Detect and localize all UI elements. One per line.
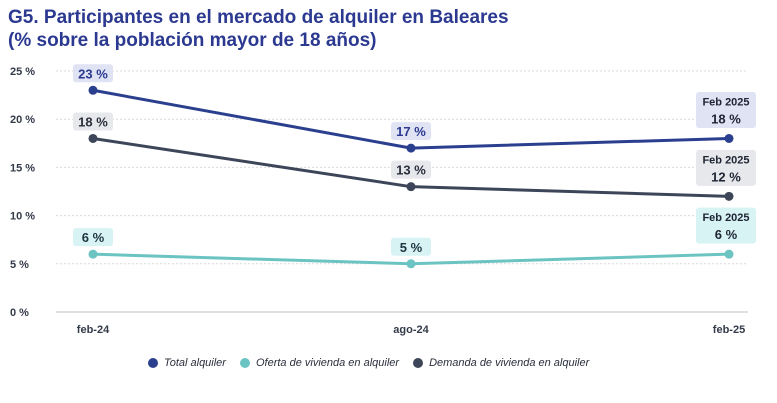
data-label: 6 %: [715, 227, 738, 242]
data-point-demanda: [724, 191, 734, 201]
legend-swatch-total: [148, 358, 158, 368]
data-label: 18 %: [711, 111, 741, 126]
legend-item-demanda: Demanda de vivienda en alquiler: [413, 357, 589, 369]
legend-label-demanda: Demanda de vivienda en alquiler: [429, 357, 590, 369]
data-label-header: Feb 2025: [702, 212, 749, 224]
data-label-bg: [391, 122, 431, 141]
legend-label-oferta: Oferta de vivienda en alquiler: [255, 357, 400, 369]
chart-legend: Total alquiler Oferta de vivienda en alq…: [148, 357, 589, 369]
data-label-bg: [696, 149, 756, 186]
y-tick-label: 10 %: [10, 211, 35, 223]
y-tick-label: 0 %: [10, 307, 29, 319]
chart-title-line2: (% sobre la población mayor de 18 años): [8, 30, 377, 51]
legend-label-total: Total alquiler: [164, 357, 226, 369]
data-point-demanda: [406, 182, 416, 192]
data-label-bg: [696, 207, 756, 244]
chart-title: G5. Participantes en el mercado de alqui…: [8, 6, 509, 52]
data-label-header: Feb 2025: [702, 154, 749, 166]
data-label-bg: [391, 160, 431, 179]
data-point-total: [724, 133, 734, 143]
data-point-total: [88, 85, 98, 95]
data-label: 13 %: [396, 163, 426, 178]
legend-item-total: Total alquiler: [148, 357, 226, 369]
y-tick-label: 15 %: [10, 162, 35, 174]
x-tick-label: ago-24: [393, 324, 429, 336]
data-label: 23 %: [78, 66, 108, 81]
legend-item-oferta: Oferta de vivienda en alquiler: [239, 357, 400, 369]
data-label-header: Feb 2025: [702, 96, 749, 108]
data-point-oferta: [88, 249, 98, 259]
data-label: 17 %: [396, 124, 426, 139]
data-label-bg: [73, 112, 113, 131]
data-label: 18 %: [78, 114, 108, 129]
data-label-bg: [73, 228, 113, 247]
data-label: 6 %: [82, 230, 105, 245]
data-point-total: [406, 143, 416, 153]
legend-swatch-demanda: [413, 358, 424, 368]
data-point-oferta: [406, 259, 416, 269]
chart-title-line1: G5. Participantes en el mercado de alqui…: [8, 7, 509, 28]
y-tick-label: 5 %: [10, 259, 29, 271]
x-tick-label: feb-25: [713, 324, 745, 336]
data-label-bg: [73, 64, 113, 83]
data-label-bg: [391, 237, 431, 256]
y-tick-label: 20 %: [10, 114, 35, 126]
data-point-oferta: [724, 249, 734, 259]
data-point-demanda: [88, 133, 98, 143]
data-label: 12 %: [711, 169, 741, 184]
data-label: 5 %: [400, 240, 423, 255]
data-label-bg: [696, 91, 756, 128]
x-tick-label: feb-24: [77, 324, 110, 336]
legend-swatch-oferta: [239, 358, 250, 368]
y-tick-label: 25 %: [10, 66, 35, 78]
